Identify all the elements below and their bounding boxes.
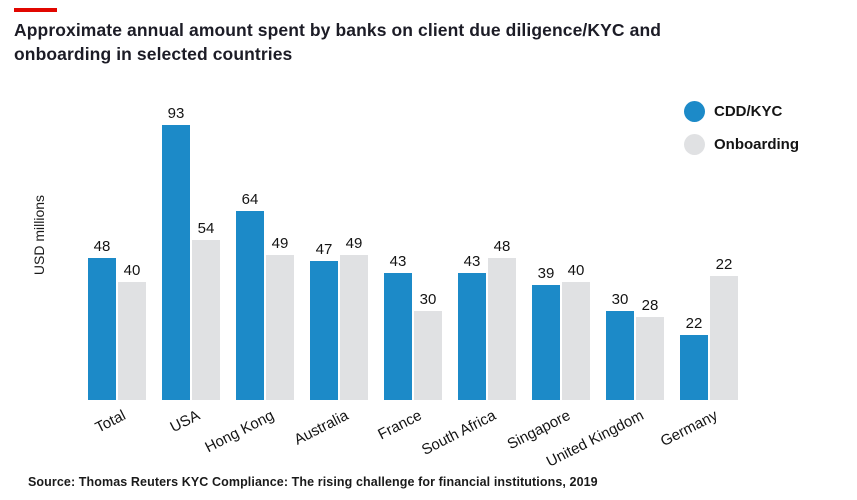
bar-cdd-kyc-usa bbox=[162, 125, 190, 400]
x-axis-label-australia: Australia bbox=[291, 406, 351, 449]
value-label-cdd-kyc-south-africa: 43 bbox=[463, 253, 481, 270]
value-label-cdd-kyc-hong-kong: 64 bbox=[241, 191, 259, 208]
source-note: Source: Thomas Reuters KYC Compliance: T… bbox=[28, 475, 598, 489]
value-label-cdd-kyc-australia: 47 bbox=[315, 241, 333, 258]
bar-cdd-kyc-australia bbox=[310, 261, 338, 400]
bar-onboarding-united-kingdom bbox=[636, 317, 664, 400]
x-axis-label-germany: Germany bbox=[658, 406, 721, 451]
legend: CDD/KYC Onboarding bbox=[684, 101, 799, 167]
value-label-cdd-kyc-france: 43 bbox=[389, 253, 407, 270]
value-label-cdd-kyc-united-kingdom: 30 bbox=[611, 291, 629, 308]
bar-onboarding-singapore bbox=[562, 282, 590, 400]
plot-area: 48 40 93 54 64 49 47 49 43 30 43 48 39 40 30 28 22 22 bbox=[88, 105, 738, 400]
value-label-onboarding-australia: 49 bbox=[345, 235, 363, 252]
accent-bar bbox=[14, 8, 57, 12]
value-label-onboarding-total: 40 bbox=[123, 262, 141, 279]
bar-onboarding-france bbox=[414, 311, 442, 400]
value-label-onboarding-united-kingdom: 28 bbox=[641, 297, 659, 314]
bar-onboarding-australia bbox=[340, 255, 368, 400]
chart-title-line2: onboarding in selected countries bbox=[14, 44, 293, 64]
value-label-cdd-kyc-usa: 93 bbox=[167, 105, 185, 122]
legend-label-onboarding: Onboarding bbox=[714, 136, 799, 153]
x-axis-label-total: Total bbox=[92, 406, 129, 437]
legend-swatch-onboarding bbox=[684, 134, 705, 155]
x-axis-label-south-africa: South Africa bbox=[419, 406, 499, 459]
bar-cdd-kyc-united-kingdom bbox=[606, 311, 634, 400]
value-label-cdd-kyc-singapore: 39 bbox=[537, 265, 555, 282]
bar-onboarding-usa bbox=[192, 240, 220, 400]
value-label-onboarding-singapore: 40 bbox=[567, 262, 585, 279]
value-label-onboarding-usa: 54 bbox=[197, 220, 215, 237]
bar-cdd-kyc-south-africa bbox=[458, 273, 486, 400]
bar-onboarding-hong-kong bbox=[266, 255, 294, 400]
x-axis-label-usa: USA bbox=[167, 406, 203, 437]
bar-cdd-kyc-hong-kong bbox=[236, 211, 264, 400]
legend-swatch-cdd-kyc bbox=[684, 101, 705, 122]
value-label-onboarding-hong-kong: 49 bbox=[271, 235, 289, 252]
legend-item-cdd-kyc: CDD/KYC bbox=[684, 101, 799, 122]
value-label-onboarding-france: 30 bbox=[419, 291, 437, 308]
x-axis-label-france: France bbox=[375, 406, 425, 444]
chart-title: Approximate annual amount spent by banks… bbox=[14, 18, 661, 66]
legend-item-onboarding: Onboarding bbox=[684, 134, 799, 155]
bar-cdd-kyc-total bbox=[88, 258, 116, 400]
bar-cdd-kyc-france bbox=[384, 273, 412, 400]
value-label-onboarding-germany: 22 bbox=[715, 256, 733, 273]
value-label-cdd-kyc-total: 48 bbox=[93, 238, 111, 255]
bar-onboarding-total bbox=[118, 282, 146, 400]
x-axis-labels: Total USA Hong Kong Australia France South Af… bbox=[0, 400, 857, 472]
x-axis-label-hong-kong: Hong Kong bbox=[202, 406, 277, 457]
bar-cdd-kyc-germany bbox=[680, 335, 708, 400]
chart-title-line1: Approximate annual amount spent by banks… bbox=[14, 20, 662, 40]
bar-onboarding-south-africa bbox=[488, 258, 516, 400]
bar-onboarding-germany bbox=[710, 276, 738, 400]
value-label-cdd-kyc-germany: 22 bbox=[685, 315, 703, 332]
value-label-onboarding-south-africa: 48 bbox=[493, 238, 511, 255]
legend-label-cdd-kyc: CDD/KYC bbox=[714, 103, 783, 120]
bar-cdd-kyc-singapore bbox=[532, 285, 560, 400]
